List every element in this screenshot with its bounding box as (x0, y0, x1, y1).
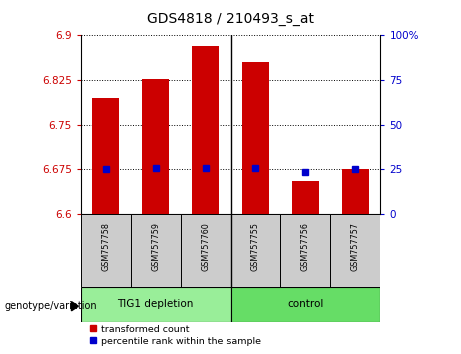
Bar (292, 181, 319, 214)
Text: GSM757759: GSM757759 (151, 222, 160, 271)
Bar (342, 170, 369, 214)
Polygon shape (71, 302, 78, 311)
Text: GSM757757: GSM757757 (351, 222, 360, 271)
Bar (81, 287, 230, 322)
Bar (130, 214, 181, 287)
Bar (230, 214, 280, 287)
Legend: transformed count, percentile rank within the sample: transformed count, percentile rank withi… (85, 321, 264, 349)
Bar (331, 214, 380, 287)
Text: GSM757758: GSM757758 (101, 222, 110, 271)
Bar (280, 214, 331, 287)
Text: GSM757760: GSM757760 (201, 222, 210, 271)
Bar (181, 214, 230, 287)
Bar (230, 287, 380, 322)
Bar (242, 62, 269, 214)
Bar (192, 46, 219, 214)
Text: GSM757756: GSM757756 (301, 222, 310, 271)
Text: GDS4818 / 210493_s_at: GDS4818 / 210493_s_at (147, 12, 314, 27)
Bar (142, 79, 169, 214)
Text: TIG1 depletion: TIG1 depletion (118, 299, 194, 309)
Text: control: control (287, 299, 324, 309)
Bar (81, 214, 130, 287)
Text: GSM757755: GSM757755 (251, 222, 260, 271)
Text: genotype/variation: genotype/variation (5, 301, 97, 311)
Bar (92, 98, 119, 214)
